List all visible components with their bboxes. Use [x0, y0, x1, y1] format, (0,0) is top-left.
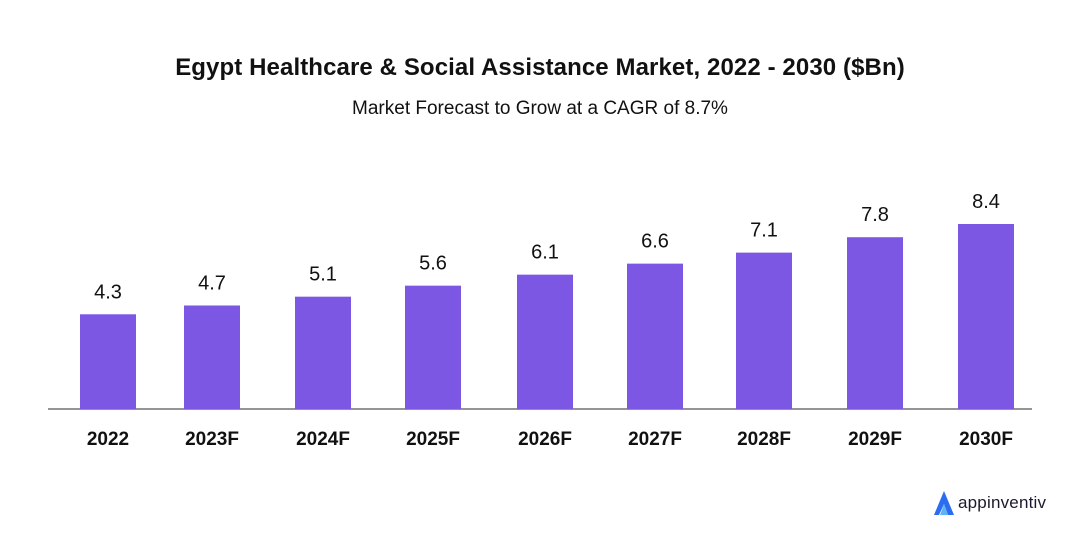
data-label-2029F: 7.8 — [861, 204, 889, 226]
chart-subtitle: Market Forecast to Grow at a CAGR of 8.7… — [352, 98, 728, 119]
data-label-2027F: 6.6 — [641, 231, 669, 253]
data-label-2024F: 5.1 — [309, 264, 337, 286]
x-tick-label-2024F: 2024F — [296, 429, 350, 450]
x-tick-label-2027F: 2027F — [628, 429, 682, 450]
brand-name: appinventiv — [958, 493, 1047, 512]
data-label-2028F: 7.1 — [750, 220, 778, 242]
data-label-2026F: 6.1 — [531, 242, 559, 264]
x-tick-label-2025F: 2025F — [406, 429, 460, 450]
appinventiv-logo-icon — [934, 491, 954, 515]
x-tick-label-2023F: 2023F — [185, 429, 239, 450]
data-label-2022: 4.3 — [94, 281, 122, 303]
bar-2023F — [184, 305, 240, 409]
bar-2030F — [958, 224, 1014, 409]
x-tick-label-2022: 2022 — [87, 429, 129, 450]
bar-2024F — [295, 296, 351, 409]
data-label-2023F: 4.7 — [198, 272, 226, 294]
bar-2028F — [736, 252, 792, 409]
bar-2025F — [405, 285, 461, 409]
data-label-2030F: 8.4 — [972, 191, 1000, 213]
x-tick-label-2028F: 2028F — [737, 429, 791, 450]
bar-2029F — [847, 237, 903, 409]
x-tick-label-2026F: 2026F — [518, 429, 572, 450]
data-label-2025F: 5.6 — [419, 253, 447, 275]
x-tick-label-2029F: 2029F — [848, 429, 902, 450]
chart-title: Egypt Healthcare & Social Assistance Mar… — [175, 54, 905, 81]
x-tick-label-2030F: 2030F — [959, 429, 1013, 450]
bar-2022 — [80, 314, 136, 409]
bar-2027F — [627, 263, 683, 409]
bar-2026F — [517, 274, 573, 409]
brand-logo: appinventiv — [933, 488, 1046, 518]
